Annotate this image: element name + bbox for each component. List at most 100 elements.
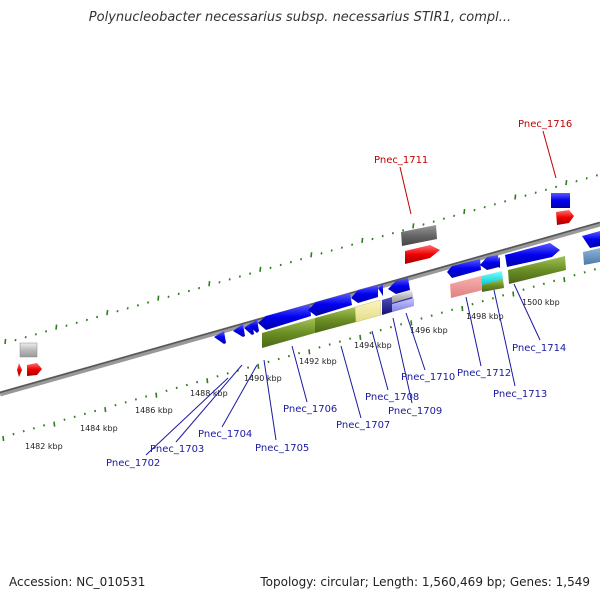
minor-tick [218, 281, 221, 284]
gene-arrow[interactable] [493, 257, 500, 268]
minor-tick [269, 266, 272, 270]
gene-arrow[interactable] [233, 324, 245, 337]
gene-block-pnec-1711[interactable] [401, 225, 437, 246]
major-tick [308, 349, 311, 355]
gene-arrow[interactable] [505, 243, 560, 267]
gene-block[interactable] [382, 297, 392, 315]
gene-arrow[interactable] [388, 278, 410, 294]
gene-block[interactable] [392, 298, 414, 312]
gene-block[interactable] [392, 290, 412, 303]
minor-tick [147, 301, 150, 304]
gene-label[interactable]: Pnec_1703 [150, 444, 204, 455]
minor-tick [63, 418, 66, 421]
major-tick [55, 324, 58, 330]
minor-tick [593, 268, 596, 271]
major-tick [359, 334, 362, 340]
gene-block[interactable] [482, 279, 504, 292]
minor-tick [330, 249, 333, 252]
minor-tick [522, 288, 525, 291]
gene-features[interactable] [17, 193, 600, 377]
minor-tick [116, 309, 119, 313]
minor-tick [351, 243, 354, 246]
gene-arrow[interactable] [308, 293, 352, 316]
major-tick [2, 435, 5, 442]
gene-block[interactable] [450, 276, 483, 298]
scale-label-1488: 1488 kbp [190, 389, 228, 398]
minor-tick [177, 292, 180, 296]
gene-label[interactable]: Pnec_1707 [336, 420, 390, 431]
minor-tick [340, 246, 343, 249]
gene-arrow[interactable] [27, 363, 42, 376]
gene-block[interactable] [508, 256, 566, 284]
minor-tick [267, 360, 270, 364]
scale-label-1498: 1498 kbp [466, 312, 504, 321]
minor-tick [247, 366, 250, 369]
lower-scale-ticks [2, 268, 596, 442]
minor-tick [442, 217, 445, 220]
minor-tick [96, 315, 99, 319]
gene-block[interactable] [315, 307, 356, 333]
gene-label[interactable]: Pnec_1713 [493, 389, 547, 400]
gene-label[interactable]: Pnec_1712 [457, 368, 511, 379]
major-tick [206, 378, 209, 384]
accession-label: Accession: NC_010531 [9, 575, 146, 589]
minor-tick [185, 383, 188, 387]
gene-block[interactable] [262, 318, 315, 348]
gene-label[interactable]: Pnec_1714 [512, 343, 566, 354]
minor-tick [544, 188, 547, 192]
gene-label[interactable]: Pnec_1709 [388, 406, 442, 417]
minor-tick [391, 231, 394, 235]
gene-block[interactable] [354, 299, 382, 323]
scale-label-1490: 1490 kbp [244, 374, 282, 383]
minor-tick [175, 386, 178, 390]
minor-tick [553, 279, 556, 283]
minor-tick [187, 289, 190, 293]
gene-block-pnec-1716[interactable] [551, 193, 570, 208]
scale-label-1494: 1494 kbp [354, 341, 392, 350]
gene-block[interactable] [583, 248, 600, 265]
gene-arrow[interactable] [258, 304, 311, 330]
minor-tick [94, 409, 97, 413]
gene-label[interactable]: Pnec_1716 [518, 119, 572, 130]
minor-tick [595, 174, 598, 177]
gene-arrow[interactable] [556, 210, 574, 225]
scale-labels: 1482 kbp 1484 kbp 1486 kbp 1488 kbp 1490… [25, 298, 560, 451]
minor-tick [451, 308, 454, 312]
gene-block[interactable] [481, 271, 503, 285]
minor-tick [320, 252, 323, 255]
gene-arrow[interactable] [351, 285, 378, 303]
minor-tick [73, 415, 76, 419]
minor-tick [216, 375, 219, 378]
gene-arrow[interactable] [480, 255, 499, 270]
gene-arrow[interactable] [214, 331, 226, 344]
minor-tick [400, 323, 403, 326]
minor-tick [167, 295, 170, 299]
gene-label[interactable]: Pnec_1708 [365, 392, 419, 403]
gene-arrow[interactable] [447, 259, 481, 278]
gene-arrow[interactable] [249, 319, 259, 333]
minor-tick [555, 185, 558, 189]
scale-label-1492: 1492 kbp [299, 357, 337, 366]
major-tick [4, 338, 7, 345]
minor-tick [228, 278, 231, 281]
gene-label[interactable]: Pnec_1711 [374, 155, 428, 166]
minor-tick [24, 335, 27, 339]
gene-arrow[interactable] [582, 231, 600, 248]
major-tick [257, 363, 260, 369]
gene-label[interactable]: Pnec_1706 [283, 404, 337, 415]
gene-label[interactable]: Pnec_1702 [106, 458, 160, 469]
gene-label[interactable]: Pnec_1704 [198, 429, 252, 440]
gene-arrow[interactable] [405, 245, 440, 264]
minor-tick [534, 191, 537, 194]
scale-label-1482: 1482 kbp [25, 442, 63, 451]
minor-tick [124, 401, 127, 404]
gene-label[interactable]: Pnec_1710 [401, 372, 455, 383]
major-tick [463, 208, 466, 215]
gene-label[interactable]: Pnec_1705 [255, 443, 309, 454]
gene-block[interactable] [19, 342, 38, 358]
gene-arrow[interactable] [17, 363, 22, 377]
gene-arrow[interactable] [378, 284, 383, 296]
minor-tick [349, 337, 352, 340]
